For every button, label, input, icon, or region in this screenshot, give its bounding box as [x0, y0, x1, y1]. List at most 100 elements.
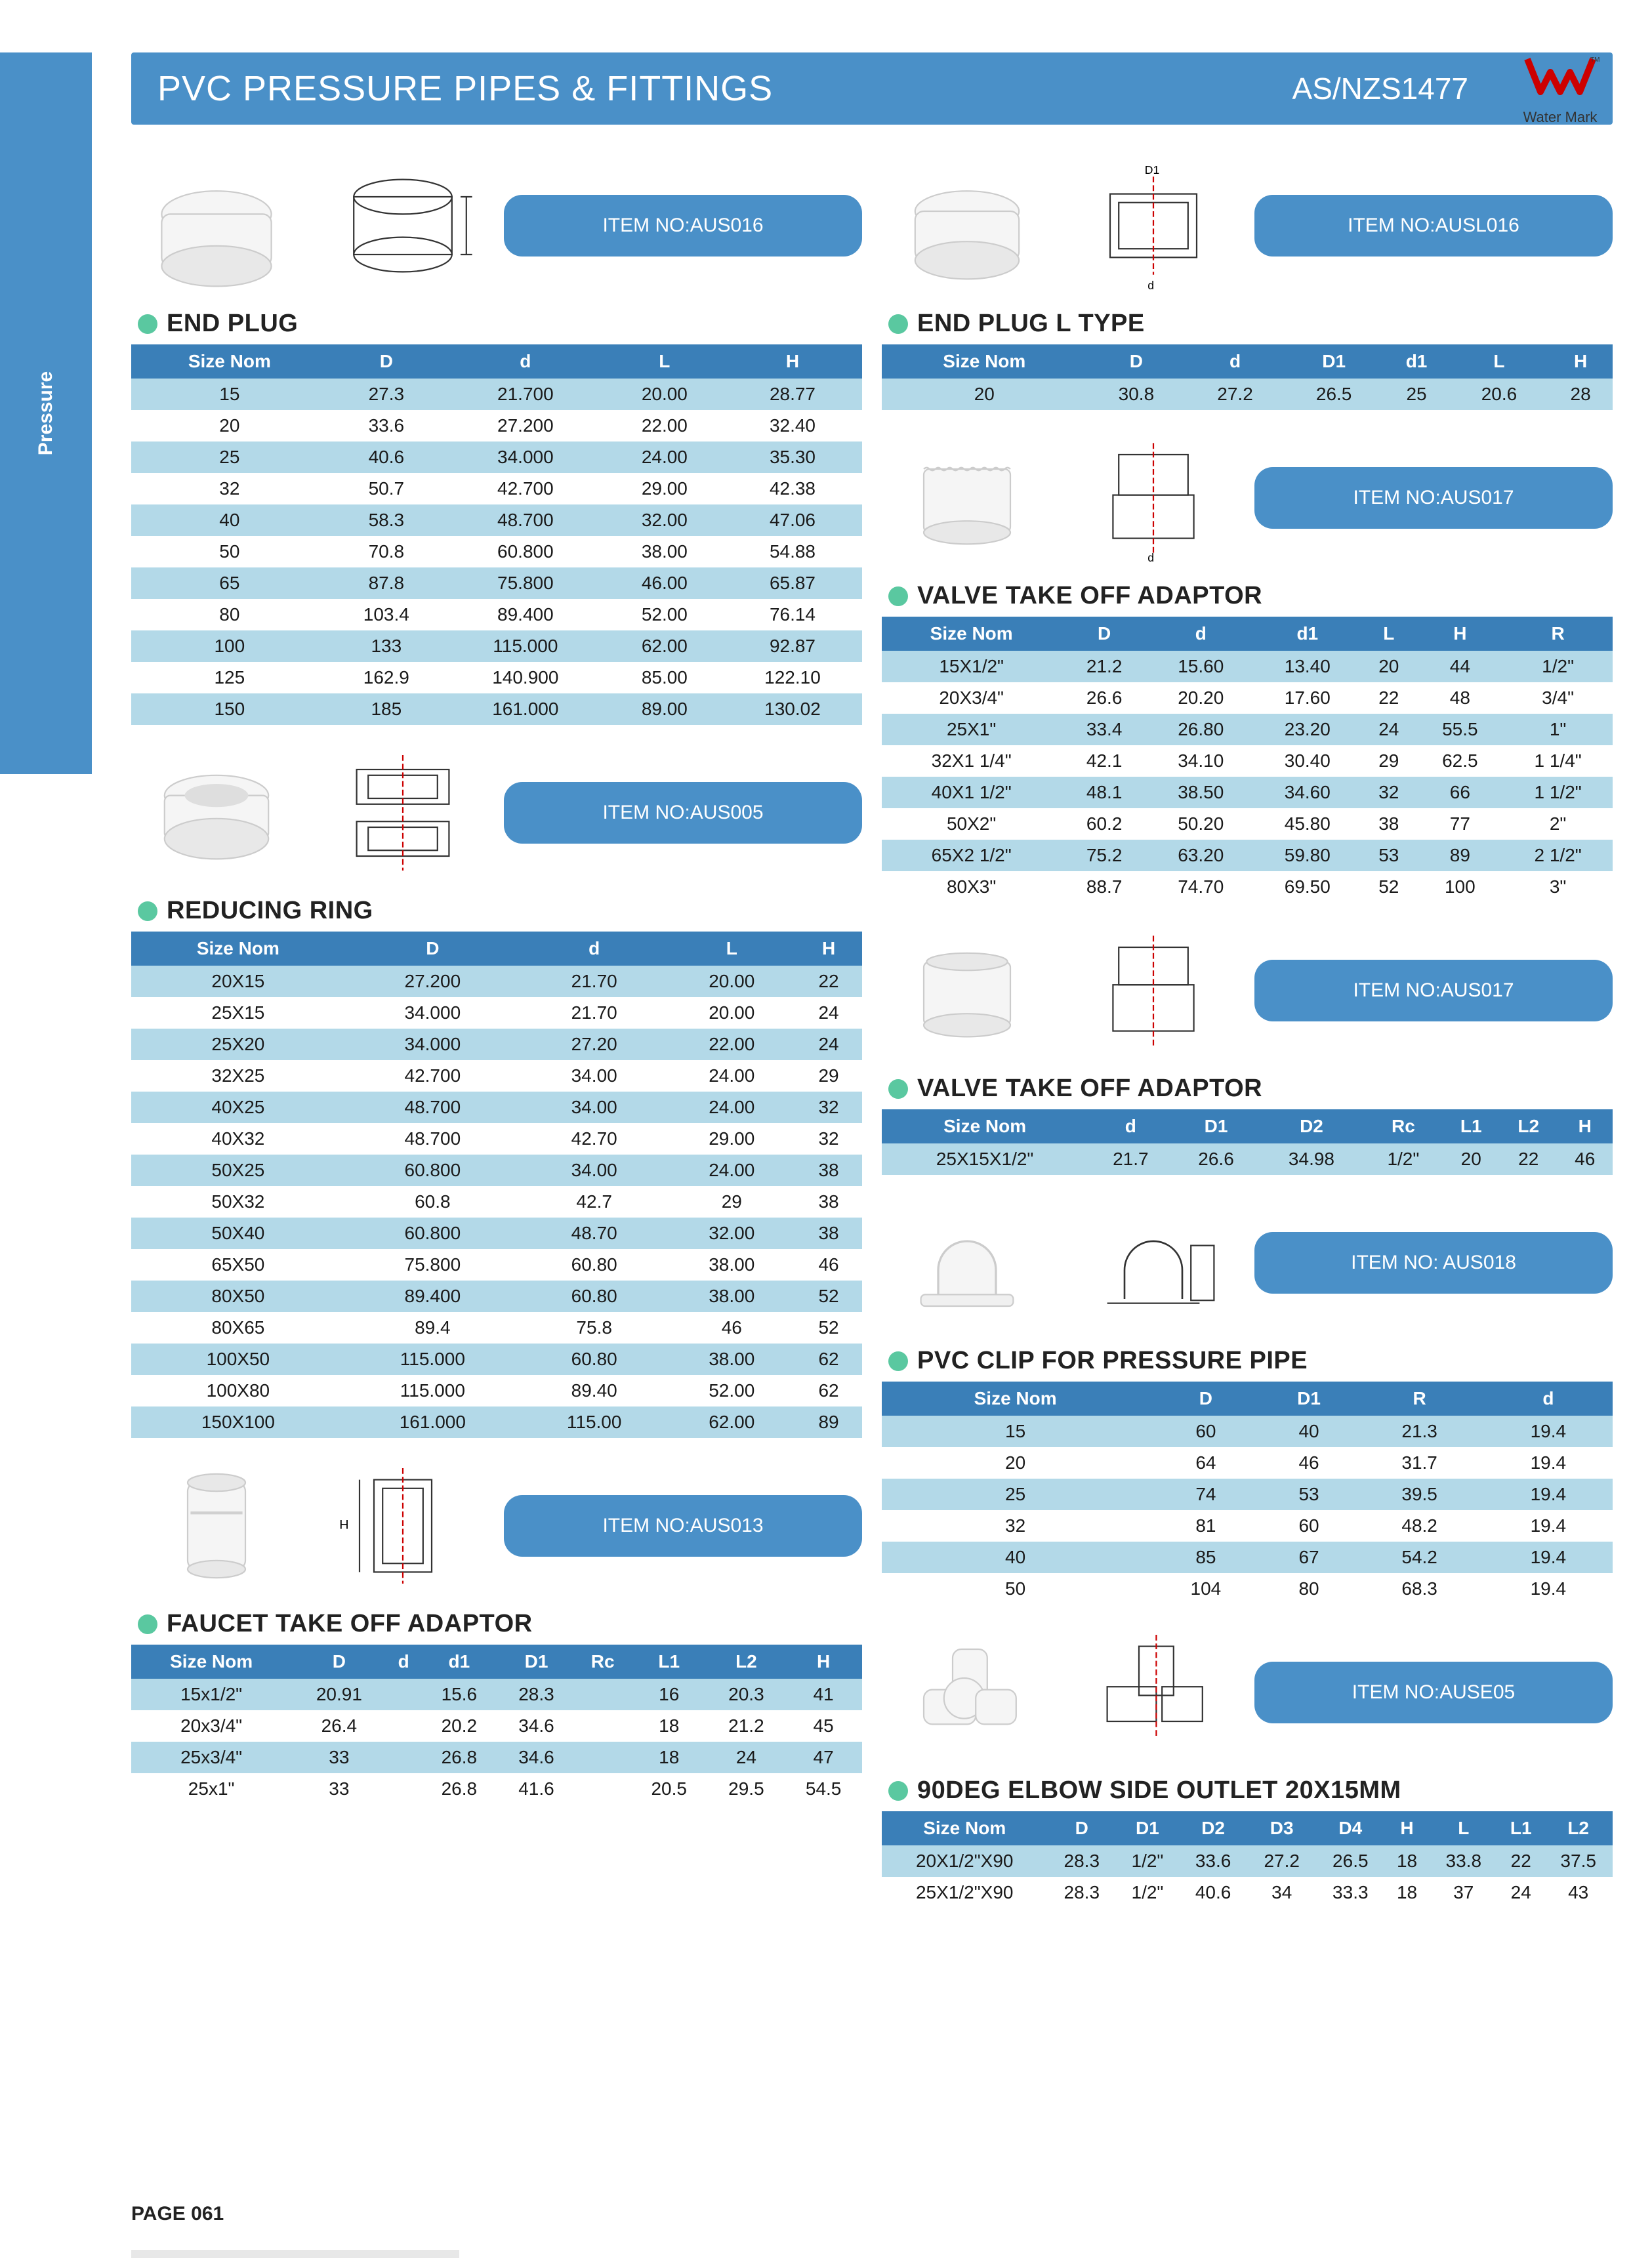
table-cell: 150 [131, 693, 328, 725]
table-cell: 32X25 [131, 1060, 345, 1092]
column-header: Size Nom [131, 344, 328, 379]
table-cell: 27.200 [445, 410, 606, 441]
table-row: 20X1527.20021.7020.0022 [131, 966, 862, 997]
table-cell: 80X65 [131, 1312, 345, 1344]
column-header: D1 [1285, 344, 1384, 379]
table-cell: 47 [785, 1742, 862, 1773]
table-row: 100133115.00062.0092.87 [131, 630, 862, 662]
table-cell: 48.1 [1061, 777, 1147, 808]
table-cell: 19.4 [1484, 1416, 1613, 1447]
table-cell: 34.000 [345, 997, 520, 1029]
column-header: D [345, 932, 520, 966]
table-cell: 70.8 [328, 536, 445, 567]
spec-table: Size NomDD1D2D3D4HLL1L220X1/2"X9028.31/2… [882, 1811, 1613, 1908]
section-title: END PLUG L TYPE [917, 310, 1145, 338]
table-cell: 92.87 [723, 630, 862, 662]
table-cell: 130.02 [723, 693, 862, 725]
table-cell: 42.1 [1061, 745, 1147, 777]
item-badge-aus005: ITEM NO:AUS005 [504, 782, 862, 844]
table-cell: 29 [795, 1060, 862, 1092]
spec-table: Size NomDdd1LHR15X1/2"21.215.6013.402044… [882, 617, 1613, 903]
product-aus005: ITEM NO:AUS005 [131, 741, 862, 885]
section-title: END PLUG [167, 310, 298, 338]
table-cell: 69.50 [1254, 871, 1361, 903]
table-cell: 21.70 [520, 966, 669, 997]
watermark-logo: TM Water Mark [1508, 52, 1613, 126]
svg-text:d: d [1147, 551, 1154, 564]
table-cell: 62 [795, 1344, 862, 1375]
table-cell: 62.00 [606, 630, 723, 662]
table-cell: 20.2 [421, 1710, 498, 1742]
column-header: d [1484, 1382, 1613, 1416]
table-cell: 85 [1149, 1542, 1262, 1573]
item-badge-aus017a: ITEM NO:AUS017 [1254, 467, 1613, 529]
column-header: D [1047, 1811, 1116, 1845]
table-cell: 34.000 [345, 1029, 520, 1060]
table-cell: 37 [1429, 1877, 1498, 1908]
table-cell: 26.4 [291, 1710, 386, 1742]
table-cell: 2 1/2" [1503, 840, 1613, 871]
table-cell: 27.2 [1247, 1845, 1316, 1877]
table-row: 25745339.519.4 [882, 1479, 1613, 1510]
table-cell: 32 [1361, 777, 1416, 808]
column-header: H [785, 1645, 862, 1679]
table-cell: 15.60 [1147, 651, 1254, 682]
column-header: Rc [1364, 1109, 1442, 1143]
table-cell: 50X25 [131, 1155, 345, 1186]
table-row: 40X3248.70042.7029.0032 [131, 1123, 862, 1155]
table-row: 25x3/4"3326.834.6182447 [131, 1742, 862, 1773]
table-cell: 20 [131, 410, 328, 441]
section-title: 90DEG ELBOW SIDE OUTLET 20X15MM [917, 1776, 1401, 1805]
table-cell: 50X2" [882, 808, 1061, 840]
table-cell: 88.7 [1061, 871, 1147, 903]
table-cell: 28 [1548, 379, 1613, 410]
column-header: d [1186, 344, 1285, 379]
item-badge-ausl016: ITEM NO:AUSL016 [1254, 195, 1613, 257]
section-elbow: 90DEG ELBOW SIDE OUTLET 20X15MM [888, 1776, 1613, 1805]
table-cell: 26.6 [1061, 682, 1147, 714]
table-cell: 60.800 [445, 536, 606, 567]
table-cell: 37.5 [1544, 1845, 1613, 1877]
table-cell [575, 1679, 630, 1710]
column-header: L2 [1500, 1109, 1557, 1143]
column-header: D [1087, 344, 1186, 379]
table-cell: 20x3/4" [131, 1710, 291, 1742]
column-header: d [1088, 1109, 1173, 1143]
product-aus017a: d ITEM NO:AUS017 [882, 426, 1613, 570]
table-row: 20x3/4"26.420.234.61821.245 [131, 1710, 862, 1742]
table-row: 50X2560.80034.0024.0038 [131, 1155, 862, 1186]
table-cell: 38.00 [668, 1249, 795, 1281]
column-header: H [795, 932, 862, 966]
table-cell: 22 [1498, 1845, 1544, 1877]
table-cell: 75.800 [345, 1249, 520, 1281]
elbow-diagram [1068, 1620, 1239, 1765]
table-cell: 40X32 [131, 1123, 345, 1155]
pvc-clip-table: Size NomDD1Rd15604021.319.420644631.719.… [882, 1382, 1613, 1605]
section-pvc-clip: PVC CLIP FOR PRESSURE PIPE [888, 1347, 1613, 1375]
table-cell: 18 [630, 1742, 708, 1773]
table-cell: 20 [882, 1447, 1149, 1479]
table-cell: 74 [1149, 1479, 1262, 1510]
table-cell: 55.5 [1417, 714, 1504, 745]
table-cell: 24 [795, 1029, 862, 1060]
table-cell: 20.3 [708, 1679, 785, 1710]
table-cell: 80 [131, 599, 328, 630]
table-cell: 1" [1503, 714, 1613, 745]
table-cell: 62.00 [668, 1406, 795, 1438]
table-cell: 85.00 [606, 662, 723, 693]
standard-code: AS/NZS1477 [1292, 71, 1468, 106]
column-header: H [1417, 617, 1504, 651]
table-cell: 103.4 [328, 599, 445, 630]
table-cell: 100X80 [131, 1375, 345, 1406]
table-cell: 25X1" [882, 714, 1061, 745]
section-end-plug: END PLUG [138, 310, 862, 338]
end-plug-diagram [318, 154, 488, 298]
table-cell: 46 [1263, 1447, 1355, 1479]
table-cell: 20X3/4" [882, 682, 1061, 714]
table-row: 2033.627.20022.0032.40 [131, 410, 862, 441]
table-cell: 68.3 [1355, 1573, 1484, 1605]
column-header: D2 [1259, 1109, 1365, 1143]
table-cell: 17.60 [1254, 682, 1361, 714]
table-cell: 100X50 [131, 1344, 345, 1375]
table-cell: 21.700 [445, 379, 606, 410]
